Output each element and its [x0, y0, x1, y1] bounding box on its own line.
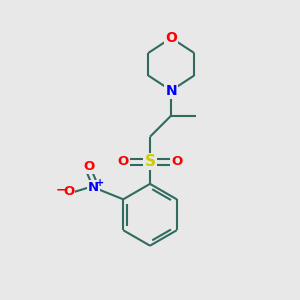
Text: O: O	[84, 160, 95, 173]
Text: N: N	[165, 83, 177, 98]
Text: +: +	[97, 178, 105, 188]
Text: N: N	[165, 83, 177, 98]
Text: O: O	[171, 155, 182, 168]
Text: N: N	[88, 181, 99, 194]
Text: O: O	[118, 155, 129, 168]
Text: S: S	[145, 154, 155, 169]
Text: O: O	[63, 185, 74, 199]
Text: −: −	[55, 184, 66, 197]
Text: O: O	[165, 31, 177, 45]
